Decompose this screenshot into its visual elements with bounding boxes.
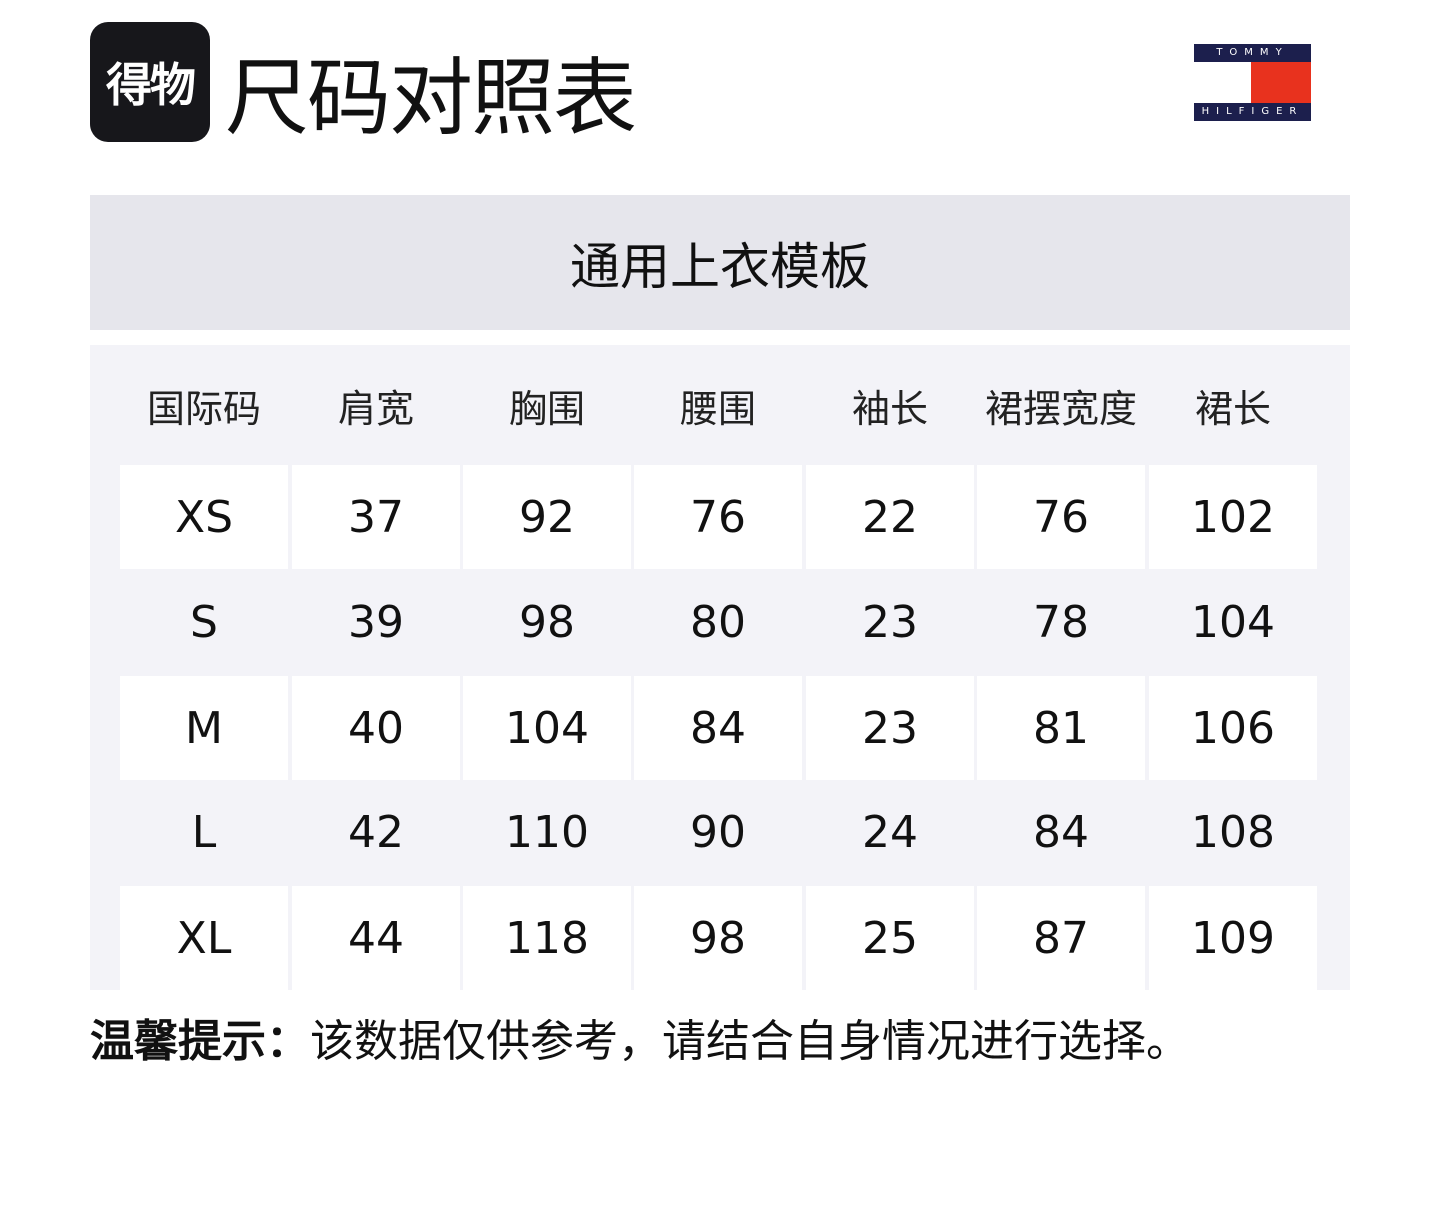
brand-logo-bottom: HILFIGER	[1194, 103, 1311, 121]
table-cell: 98	[634, 886, 802, 990]
table-cell: 110	[505, 806, 589, 858]
table-cell: 25	[806, 886, 974, 990]
column-header: 腰围	[679, 386, 756, 431]
tip-label: 温馨提示：	[90, 1016, 310, 1067]
column-header: 裙长	[1194, 386, 1271, 431]
size-label-cell: M	[120, 676, 288, 780]
tip: 温馨提示：该数据仅供参考，请结合自身情况进行选择。	[90, 1012, 1190, 1072]
tip-text: 该数据仅供参考，请结合自身情况进行选择。	[310, 1016, 1190, 1067]
table-cell: 104	[1191, 596, 1275, 648]
size-label-cell: XS	[120, 465, 288, 569]
app-logo-text: 得物	[106, 58, 196, 112]
table-cell: 39	[348, 596, 404, 648]
column-header: 国际码	[146, 386, 261, 431]
brand-logo: TOMMY HILFIGER	[1194, 44, 1311, 122]
table-cell: 22	[806, 465, 974, 569]
brand-logo-top: TOMMY	[1194, 44, 1311, 62]
table-cell: 76	[977, 465, 1145, 569]
size-label-cell: S	[190, 596, 218, 648]
size-label-cell: XL	[120, 886, 288, 990]
template-banner: 通用上衣模板	[90, 195, 1350, 330]
table-cell: 78	[1033, 596, 1089, 648]
table-cell: 44	[292, 886, 460, 990]
table-cell: 84	[1033, 806, 1089, 858]
table-cell: 37	[292, 465, 460, 569]
brand-logo-flag	[1251, 62, 1311, 103]
page-title: 尺码对照表	[225, 49, 637, 147]
table-cell: 104	[463, 676, 631, 780]
table-cell: 109	[1149, 886, 1317, 990]
size-label-cell: L	[191, 806, 217, 858]
table-cell: 108	[1191, 806, 1275, 858]
table-cell: 87	[977, 886, 1145, 990]
table-cell: 98	[519, 596, 575, 648]
column-header: 肩宽	[337, 386, 414, 431]
column-header: 袖长	[851, 386, 928, 431]
table-cell: 24	[862, 806, 918, 858]
column-header: 裙摆宽度	[984, 386, 1137, 431]
table-cell: 81	[977, 676, 1145, 780]
table-cell: 102	[1149, 465, 1317, 569]
column-header: 胸围	[508, 386, 585, 431]
table-cell: 23	[862, 596, 918, 648]
table-cell: 76	[634, 465, 802, 569]
table-cell: 40	[292, 676, 460, 780]
table-cell: 106	[1149, 676, 1317, 780]
app-logo: 得物	[90, 22, 210, 142]
table-cell: 42	[348, 806, 404, 858]
table-cell: 84	[634, 676, 802, 780]
table-cell: 118	[463, 886, 631, 990]
table-cell: 90	[690, 806, 746, 858]
table-cell: 23	[806, 676, 974, 780]
size-table: 国际码 肩宽 胸围 腰围 袖长 裙摆宽度 裙长 XS 37 92 76 22 76 102 S 39 98 80 2…	[90, 345, 1350, 990]
table-cell: 80	[690, 596, 746, 648]
table-cell: 92	[463, 465, 631, 569]
template-title: 通用上衣模板	[570, 237, 870, 296]
